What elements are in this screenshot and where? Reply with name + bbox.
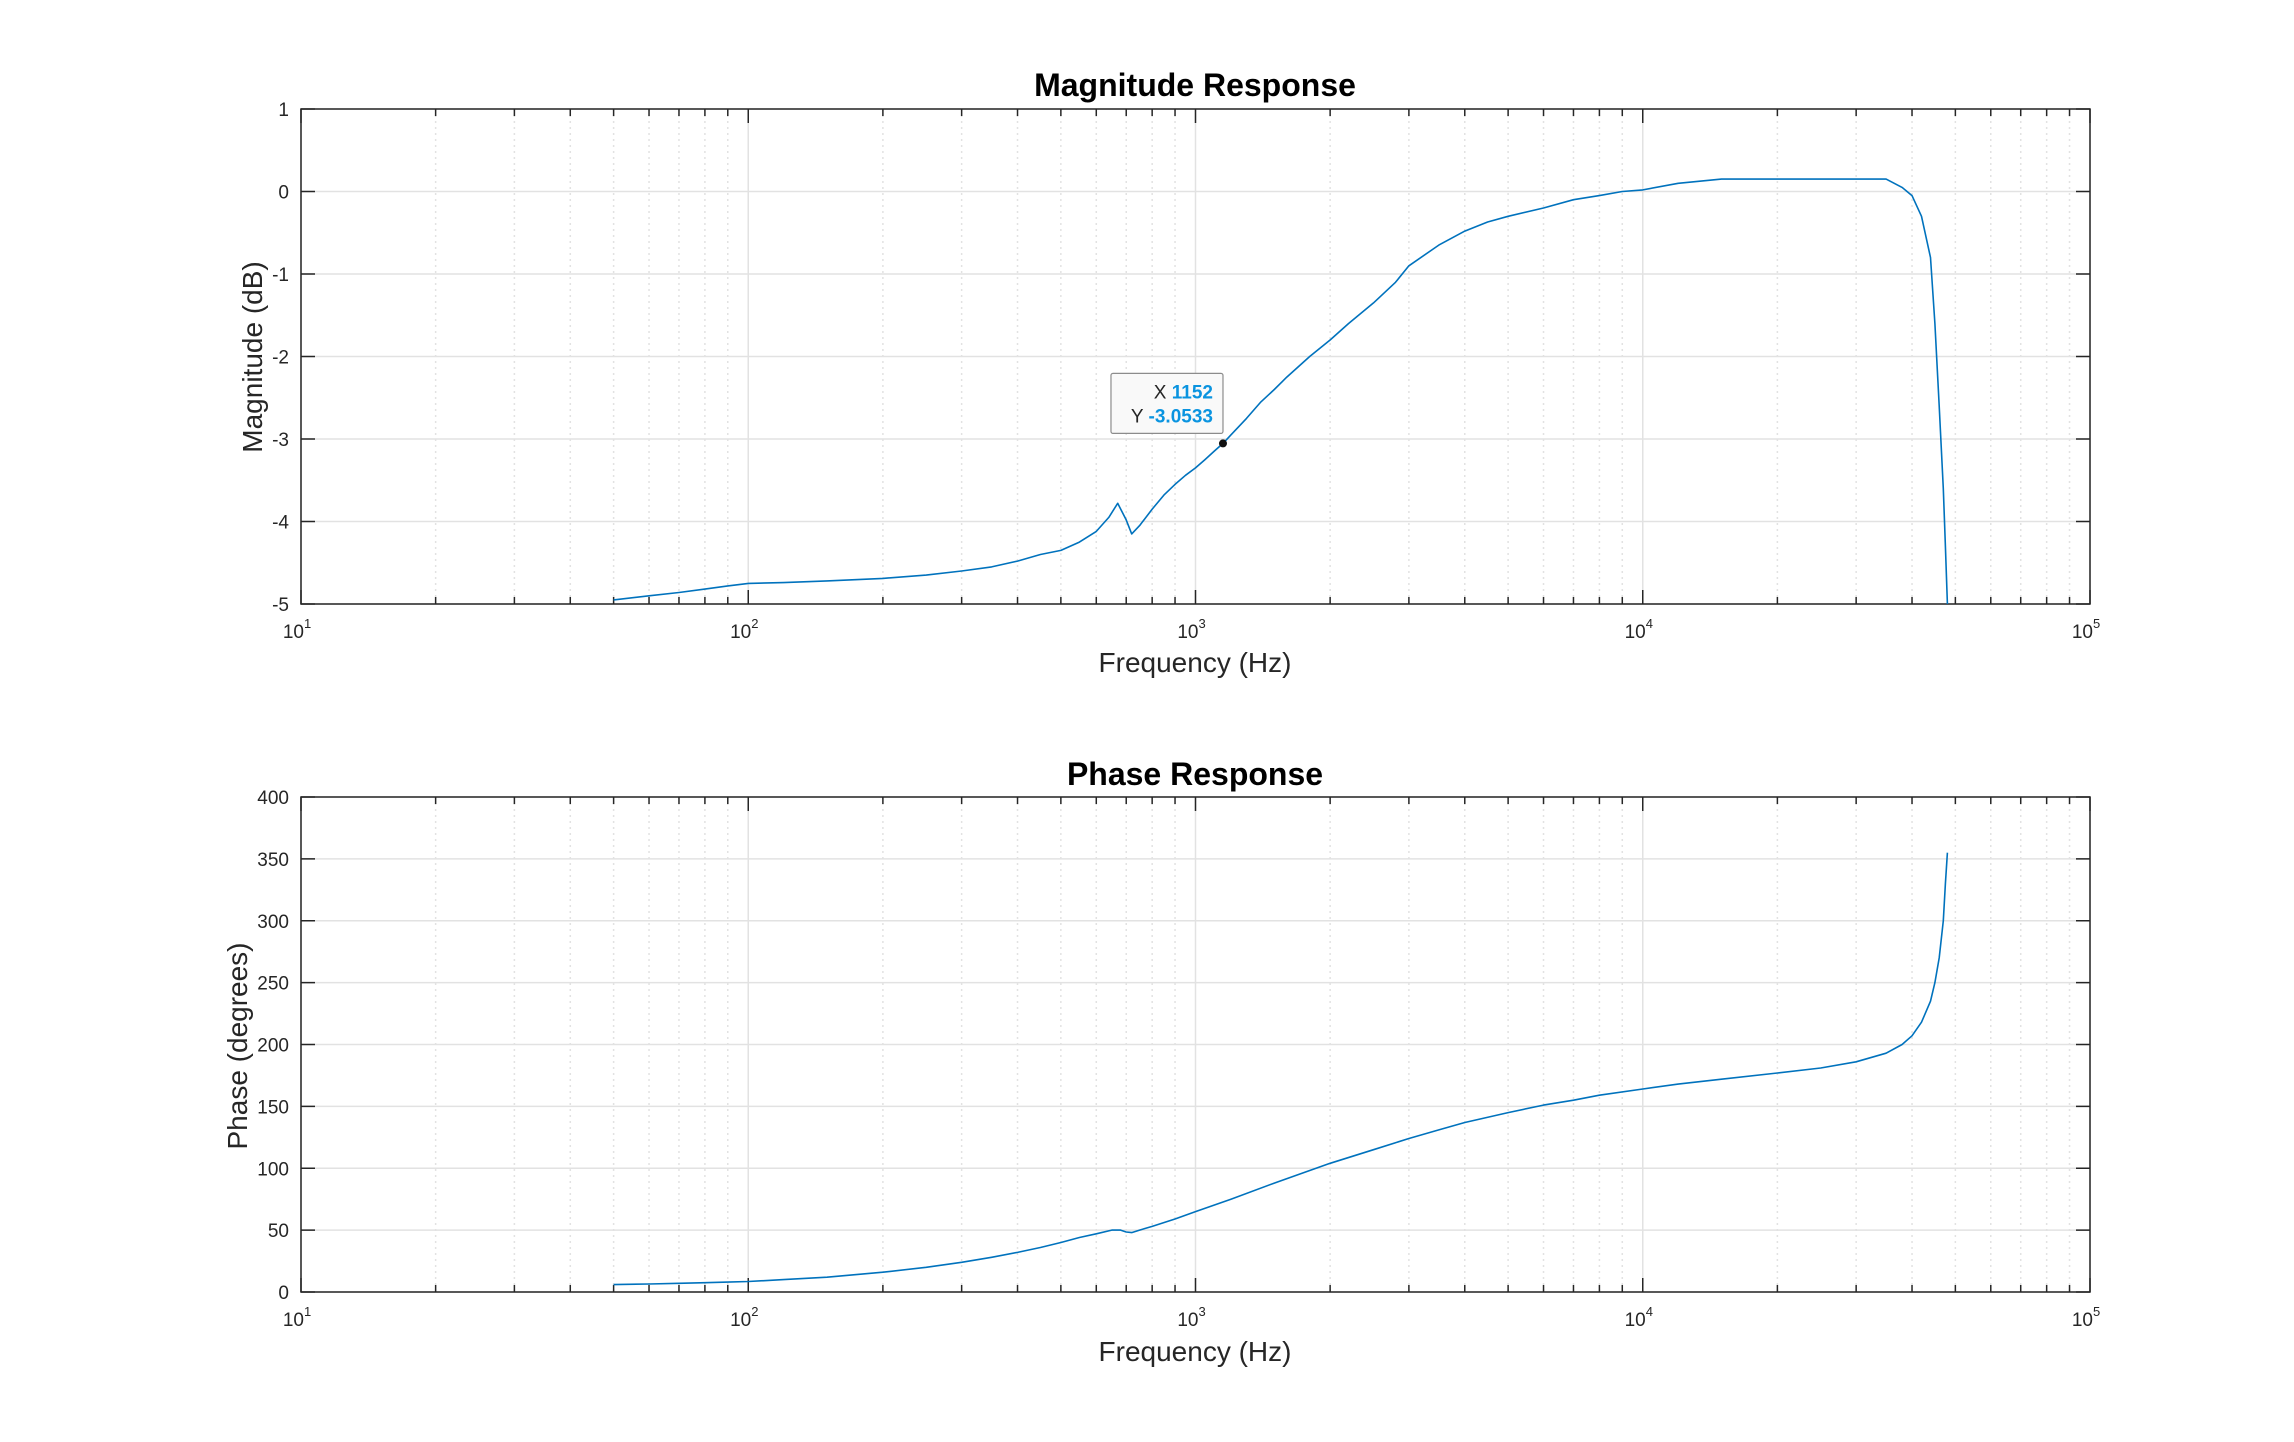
- x-tick-label: 103: [1177, 616, 1205, 643]
- tick-marks: [300, 796, 2091, 1293]
- y-tick-label: 50: [268, 1221, 289, 1242]
- y-tick-label: 0: [278, 1283, 289, 1304]
- phase-title: Phase Response: [1067, 756, 1323, 792]
- y-tick-label: 300: [257, 912, 289, 933]
- datatip-marker: [1218, 439, 1227, 448]
- x-tick-label: 105: [2072, 616, 2100, 643]
- phase-x-axis-label: Frequency (Hz): [1099, 1336, 1292, 1367]
- y-tick-label: -3: [272, 430, 289, 451]
- datatip-box: [1110, 372, 1224, 434]
- phase-y-axis-label: Phase (degrees): [222, 942, 253, 1149]
- x-tick-label: 105: [2072, 1304, 2100, 1331]
- y-tick-label: 400: [257, 788, 289, 809]
- x-tick-label: 103: [1177, 1304, 1205, 1331]
- datatip[interactable]: X 1152 Y -3.0533: [1110, 372, 1227, 448]
- tick-marks: [300, 108, 2091, 605]
- y-tick-label: 150: [257, 1097, 289, 1118]
- y-tick-label: 350: [257, 850, 289, 871]
- magnitude-y-axis-label: Magnitude (dB): [237, 261, 268, 452]
- y-tick-label: 1: [278, 100, 289, 121]
- x-tick-label: 102: [730, 1304, 758, 1331]
- grid: [300, 796, 2091, 1293]
- y-tick-label: 250: [257, 974, 289, 995]
- x-tick-label: 101: [283, 1304, 311, 1331]
- x-tick-label: 101: [283, 616, 311, 643]
- phase-response-axes[interactable]: Phase Response Frequency (Hz) Phase (deg…: [222, 756, 2100, 1367]
- magnitude-title: Magnitude Response: [1034, 67, 1356, 103]
- x-tick-label: 104: [1625, 616, 1653, 643]
- y-tick-label: -2: [272, 348, 289, 369]
- y-tick-label: 100: [257, 1159, 289, 1180]
- series-line: [613, 852, 1949, 1286]
- y-tick-label: 0: [278, 183, 289, 204]
- grid: [300, 108, 2091, 605]
- magnitude-x-axis-label: Frequency (Hz): [1099, 647, 1292, 678]
- x-tick-label: 102: [730, 616, 758, 643]
- y-tick-label: 200: [257, 1036, 289, 1057]
- y-tick-label: -1: [272, 265, 289, 286]
- y-tick-label: -5: [272, 595, 289, 616]
- datatip-x-row: X 1152: [1154, 382, 1213, 403]
- datatip-y-row: Y -3.0533: [1131, 406, 1213, 427]
- y-tick-label: -4: [272, 513, 289, 534]
- magnitude-response-axes[interactable]: Magnitude Response Frequency (Hz) Magnit…: [237, 67, 2100, 678]
- x-tick-label: 104: [1625, 1304, 1653, 1331]
- series-line: [613, 178, 1949, 605]
